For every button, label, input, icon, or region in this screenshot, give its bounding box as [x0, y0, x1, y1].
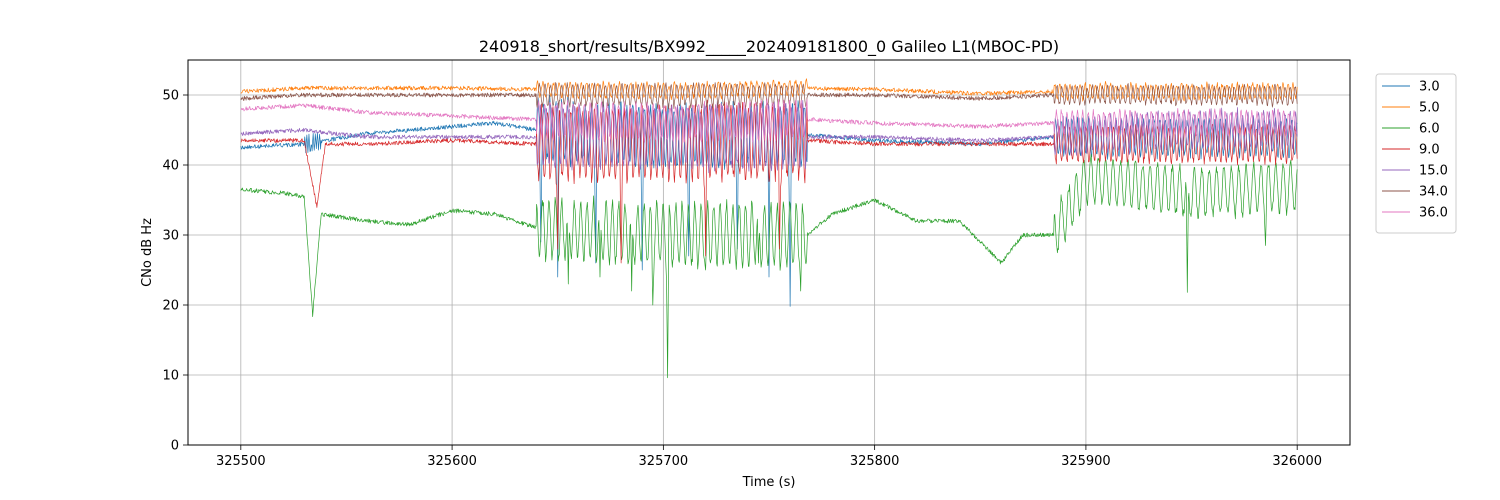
- y-tick-label: 0: [171, 439, 179, 454]
- legend-label: 3.0: [1419, 80, 1440, 95]
- series-line-9-0: [240, 99, 1298, 264]
- legend-label: 36.0: [1419, 206, 1448, 221]
- x-tick-label: 326000: [1272, 454, 1322, 469]
- legend-label: 5.0: [1419, 101, 1440, 116]
- x-axis-label: Time (s): [742, 475, 796, 490]
- x-tick-label: 325700: [639, 454, 689, 469]
- x-tick-label: 325900: [1061, 454, 1111, 469]
- chart-title: 240918_short/results/BX992_____202409181…: [479, 37, 1059, 57]
- legend-label: 34.0: [1419, 185, 1448, 200]
- y-tick-label: 10: [162, 369, 179, 384]
- legend-label: 6.0: [1419, 122, 1440, 137]
- series-line-6-0: [240, 154, 1298, 379]
- y-tick-label: 40: [162, 159, 179, 174]
- legend-label: 9.0: [1419, 143, 1440, 158]
- series-line-5-0: [240, 78, 1298, 102]
- series-line-15-0: [240, 100, 1298, 174]
- series-line-36-0: [240, 98, 1298, 143]
- y-tick-label: 30: [162, 229, 179, 244]
- axis-ticks: 325500 325600 325700 325800 325900 326000 0 10 2…: [162, 89, 1322, 470]
- x-tick-label: 325500: [216, 454, 266, 469]
- y-axis-label: CNo dB Hz: [140, 218, 155, 287]
- series-layer: [240, 78, 1298, 379]
- x-tick-label: 325800: [850, 454, 900, 469]
- series-line-34-0: [240, 82, 1298, 110]
- plot-frame: [187, 59, 1351, 446]
- legend: 3.0 5.0 6.0 9.0 15.0 34.0 36.0: [1375, 73, 1457, 234]
- legend-label: 15.0: [1419, 164, 1448, 179]
- x-tick-label: 325600: [427, 454, 477, 469]
- legend-box: [1375, 73, 1457, 234]
- y-tick-label: 50: [162, 89, 179, 104]
- y-tick-label: 20: [162, 299, 179, 314]
